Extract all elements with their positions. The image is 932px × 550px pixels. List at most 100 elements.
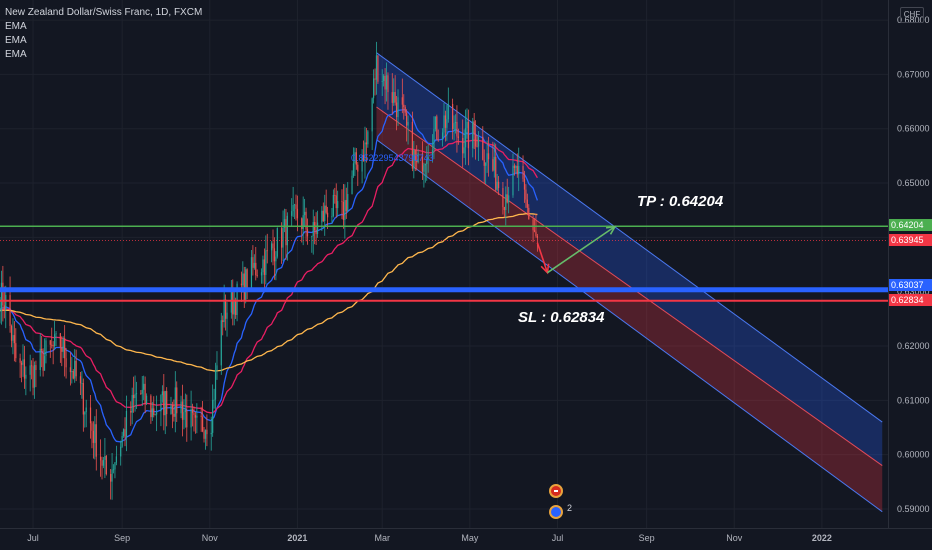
ema-legend-1[interactable]: EMA [5,21,27,32]
candle-body [424,163,426,166]
candle-body [10,325,13,341]
candle-body [515,166,517,168]
candle-body [487,153,490,160]
candle-body [436,116,438,140]
ema-mid-line[interactable] [0,139,538,414]
candle-body [245,269,247,301]
candle-body [150,395,152,418]
candle-body [523,178,526,190]
candle-body [316,222,319,235]
candle-body [151,408,153,418]
candle-body [203,431,205,439]
candle-body [371,98,373,132]
candle-body [454,121,457,124]
candle-body [351,175,353,195]
candle-body [276,228,278,257]
candle-body [457,136,459,138]
candle-body [394,92,396,103]
candle-body [112,469,115,471]
arrow-down[interactable] [536,242,549,273]
candle-body [5,295,7,310]
symbol-title[interactable]: New Zealand Dollar/Swiss Franc, 1D, FXCM [5,7,203,18]
candle-body [286,215,288,246]
candle-body [266,250,268,252]
candle-body [9,295,11,326]
y-tick-label: 0.68000 [897,15,930,25]
candle-body [381,80,383,82]
candle-body [387,75,389,93]
candle-body [0,282,3,311]
time-axis[interactable]: Jul Sep Nov 2021 Mar May Jul Sep Nov 2022 [27,533,832,543]
candle-body [246,269,248,291]
ema-legend-3[interactable]: EMA [5,49,27,60]
candle-body [134,393,136,399]
candle-body [347,194,349,212]
currency-badge[interactable]: CHF [900,7,924,23]
candle-body [104,456,106,460]
candle-body [110,474,112,482]
candle-body [32,366,34,388]
candle-body [99,456,102,461]
candle-body [495,156,497,190]
candle-body [486,153,488,163]
candle-body [69,367,72,373]
candle-body [331,216,333,218]
ema-legend-2[interactable]: EMA [5,35,27,46]
candle-body [533,230,536,232]
horizontal-levels[interactable] [0,225,888,302]
candle-body [122,429,125,437]
price-tag-support[interactable]: 0.63037 [889,279,932,291]
candle-body [502,188,504,208]
y-tick-label: 0.63000 [897,287,930,297]
candle-body [427,157,429,160]
tp-annotation[interactable]: TP : 0.64204 [637,193,724,210]
channel-mid-line[interactable] [376,106,883,466]
y-tick-label: 0.62000 [897,341,930,351]
channel-lower-line[interactable] [376,139,883,513]
sl-annotation[interactable]: SL : 0.62834 [518,309,605,326]
candle-body [433,129,435,151]
candle-body [528,207,530,220]
arrow-up[interactable] [547,225,616,274]
candle-body [190,409,192,428]
ema-lines [0,108,539,443]
channel-upper-line[interactable] [376,52,883,423]
price-tag-current[interactable]: 0.63945 [889,234,932,246]
y-tick-label: 0.60000 [897,450,930,460]
news-icon[interactable]: 2 [549,503,572,519]
candle-body [505,194,507,211]
candle-body [85,407,87,413]
price-tag-tp[interactable]: 0.64204 [889,219,932,231]
candle-body [55,333,57,335]
projection-arrows[interactable] [536,225,617,275]
candle-body [516,166,518,175]
candle-body [153,408,155,415]
candle-body [13,335,15,344]
candle-body [476,146,478,148]
candle-body [15,343,17,359]
candle-body [214,370,217,400]
ema-slow-line[interactable] [0,213,538,372]
candle-body [233,300,235,315]
candle-body [383,75,385,81]
candle-body [285,219,287,246]
candle-body [226,312,228,319]
cross-icon [554,490,558,492]
candle-body [256,275,258,276]
price-tag-sl[interactable]: 0.62834 [889,294,932,306]
candle-body [413,150,415,169]
candle-body [332,194,334,217]
candle-body [95,424,97,457]
candle-body [39,348,41,371]
ema-fast-line[interactable] [0,108,539,443]
x-tick-label: Nov [726,533,743,543]
candle-body [485,162,487,166]
candle-body [342,202,345,221]
candle-body [327,212,329,218]
candle-body [344,200,346,221]
y-tick-label: 0.67000 [897,69,930,79]
candle-body [393,92,395,103]
swiss-flag-icon[interactable] [549,484,563,498]
candle-body [0,310,1,312]
